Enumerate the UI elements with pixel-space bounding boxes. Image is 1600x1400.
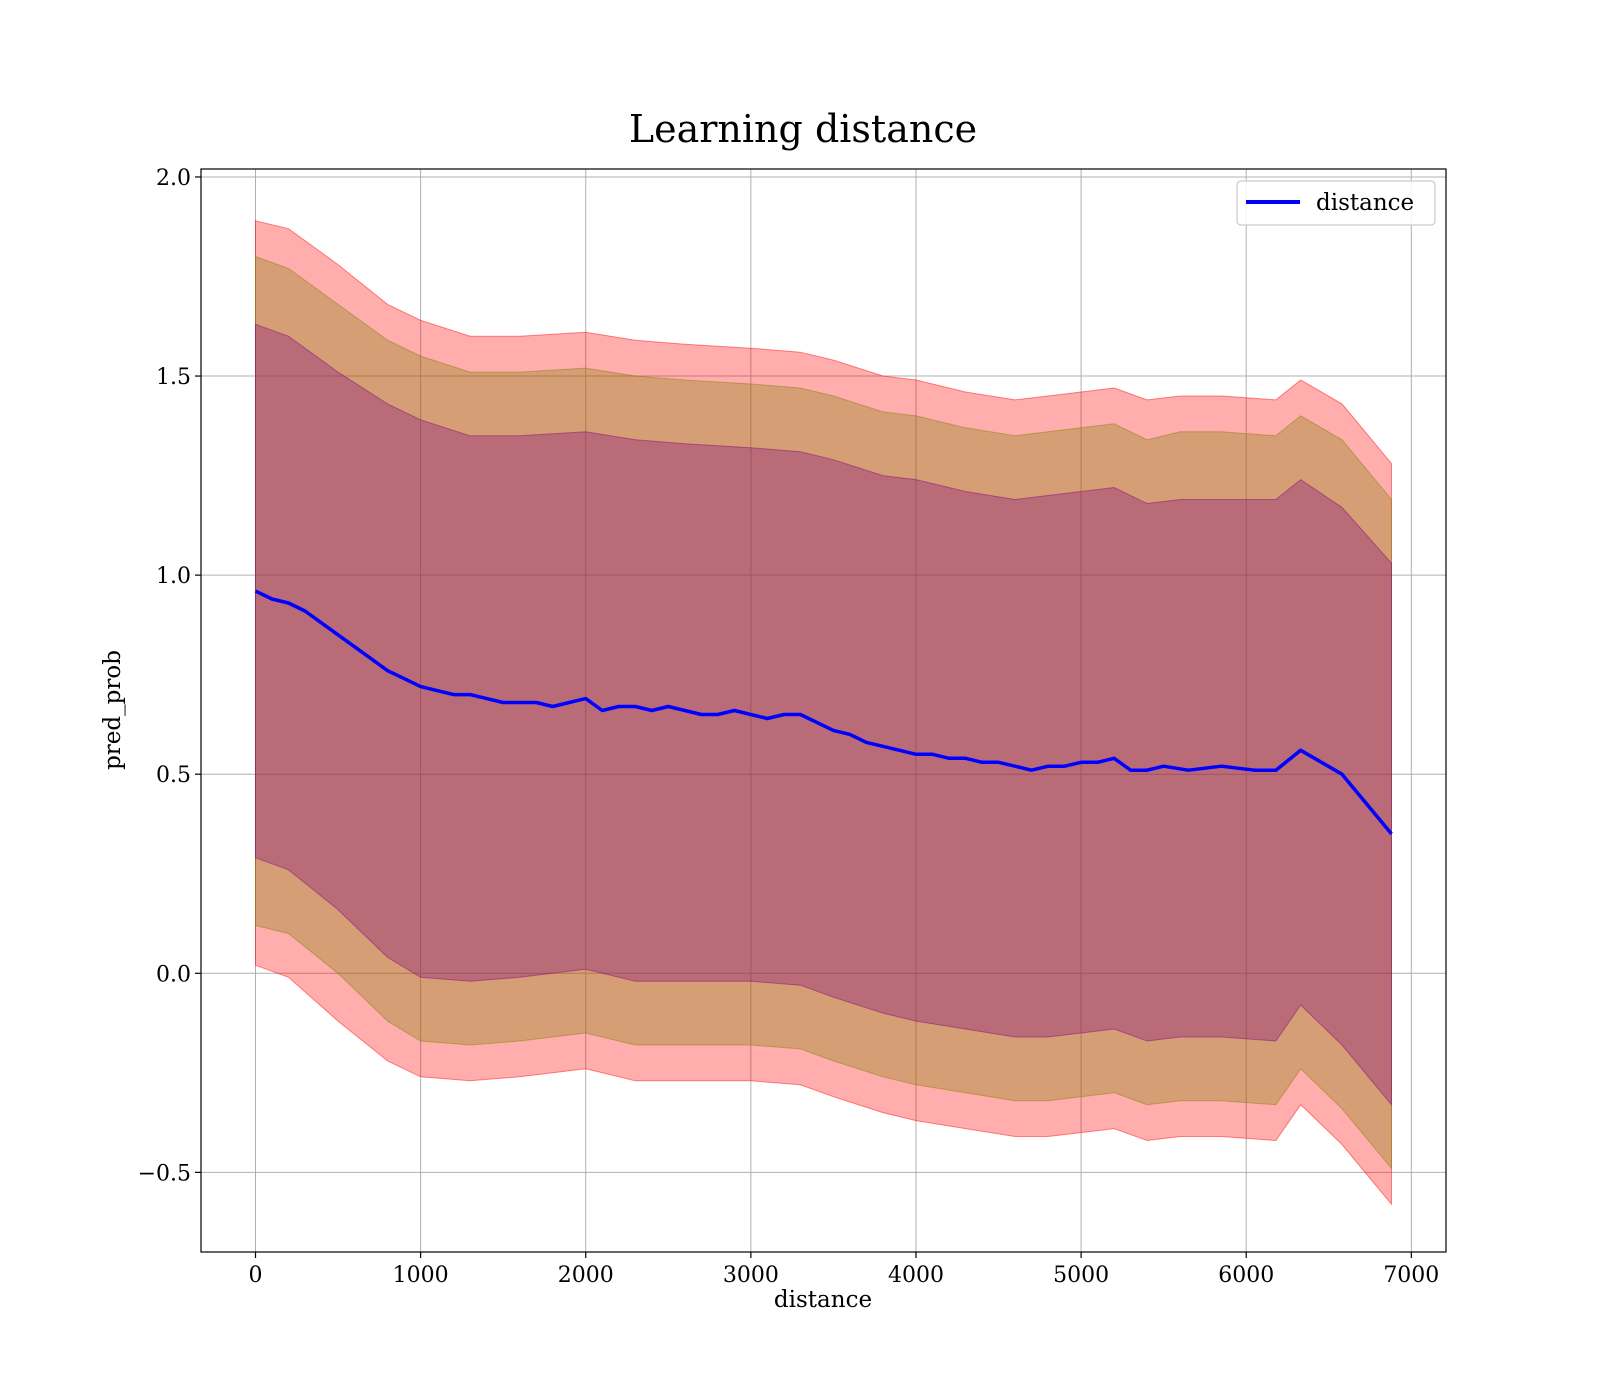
x-tick-label-5: 5000 <box>1053 1263 1109 1288</box>
y-tick-label-2: 0.5 <box>156 763 191 788</box>
x-tick-label-2: 2000 <box>558 1263 614 1288</box>
x-tick-label-6: 6000 <box>1218 1263 1274 1288</box>
x-tick-label-3: 3000 <box>723 1263 779 1288</box>
series-line-0 <box>254 589 1393 836</box>
x-tick-label-0: 0 <box>248 1263 262 1288</box>
chart-title: Learning distance <box>629 107 977 151</box>
y-tick-label-0: −0.5 <box>138 1161 191 1186</box>
x-tick-label-7: 7000 <box>1383 1263 1439 1288</box>
band-0 <box>255 220 1392 1206</box>
band-1 <box>255 255 1392 1170</box>
y-tick-label-5: 2.0 <box>156 166 191 191</box>
plot-frame <box>200 168 1447 1253</box>
grid-lines <box>201 169 1446 1252</box>
legend-label-distance: distance <box>1316 190 1414 216</box>
x-tick-label-4: 4000 <box>888 1263 944 1288</box>
legend: distance <box>1236 180 1436 226</box>
y-tick-label-1: 0.0 <box>156 962 191 987</box>
y-tick-label-4: 1.5 <box>156 365 191 390</box>
y-axis-label: pred_prob <box>100 650 126 770</box>
uncertainty-bands <box>255 220 1392 1206</box>
band-2 <box>255 323 1392 1107</box>
axis-ticks: 0 1000 2000 3000 4000 5000 6000 7000 −0.5 0.0 0.5 1… <box>138 166 1440 1288</box>
x-tick-label-1: 1000 <box>393 1263 449 1288</box>
x-axis-label: distance <box>774 1287 872 1313</box>
y-tick-label-3: 1.0 <box>156 564 191 589</box>
series-lines <box>254 589 1393 836</box>
legend-box <box>1236 180 1436 226</box>
